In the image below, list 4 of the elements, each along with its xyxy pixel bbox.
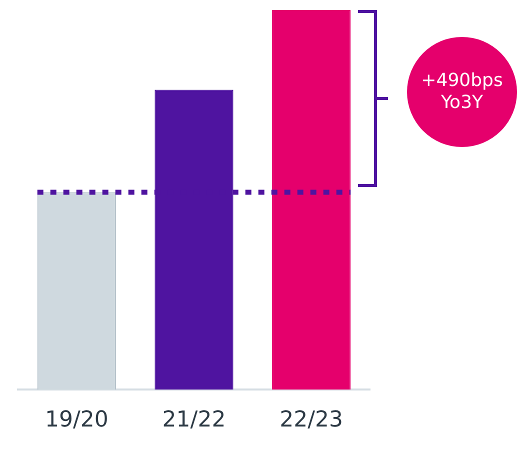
circle-badge: +490bps Yo3Y bbox=[407, 37, 517, 147]
x-tick-label: 22/23 bbox=[280, 408, 344, 433]
x-tick-label: 21/22 bbox=[162, 408, 226, 433]
x-tick-label: 19/20 bbox=[44, 408, 108, 433]
